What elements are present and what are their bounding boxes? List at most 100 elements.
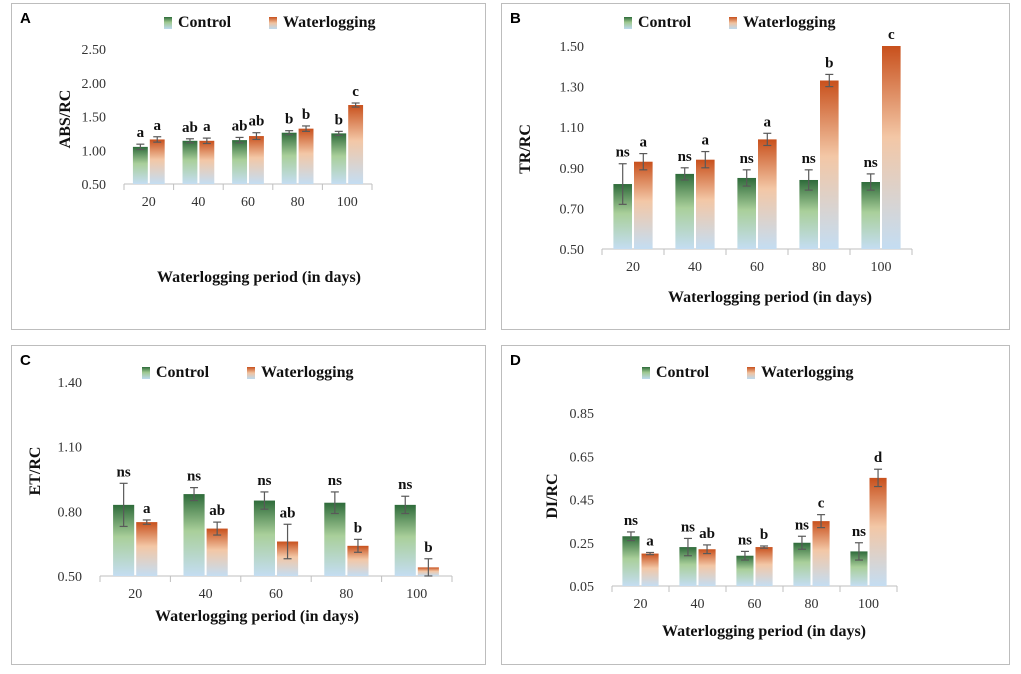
error-bar <box>302 125 311 132</box>
significance-letter: a <box>640 135 648 151</box>
significance-letter: d <box>874 450 883 466</box>
y-tick-label: 0.50 <box>560 243 585 258</box>
error-bar <box>283 523 292 560</box>
y-tick-label: 0.50 <box>82 178 107 193</box>
x-tick-label: 80 <box>339 587 353 602</box>
legend-swatch-control <box>624 17 632 29</box>
x-tick-label: 20 <box>128 587 142 602</box>
chart-b-svg: 0.500.700.901.101.301.5020nsa40nsa60nsa8… <box>517 27 913 306</box>
bar-waterlogging <box>696 159 715 249</box>
error-bar <box>760 545 769 549</box>
bar-waterlogging <box>199 140 215 184</box>
error-bar <box>763 132 772 147</box>
significance-letter: c <box>818 496 825 512</box>
significance-letter: a <box>153 118 161 134</box>
bar-control <box>132 146 148 184</box>
bar-waterlogging <box>298 128 314 184</box>
x-tick-label: 60 <box>748 597 762 612</box>
y-axis-title: ET/RC <box>27 447 44 496</box>
legend-swatch-waterlogging <box>729 17 738 29</box>
error-bar <box>740 550 749 561</box>
bar-waterlogging <box>820 80 839 249</box>
significance-letter: b <box>302 107 310 123</box>
legend-item-waterlogging: Waterlogging <box>747 364 853 382</box>
legend: Control Waterlogging <box>642 364 853 382</box>
bar-waterlogging <box>348 105 364 184</box>
error-bar <box>235 136 244 144</box>
error-bar <box>683 537 692 557</box>
bar-control <box>182 140 198 184</box>
bar-control <box>394 504 416 576</box>
bar-control <box>232 140 247 184</box>
bar-control <box>622 536 640 586</box>
significance-letter: ns <box>398 477 412 493</box>
error-bar <box>334 130 343 136</box>
significance-letter: ns <box>740 151 754 167</box>
significance-letter: b <box>335 112 343 128</box>
error-bar <box>424 558 433 577</box>
bar-waterlogging <box>869 477 887 586</box>
legend-label-waterlogging: Waterlogging <box>743 14 836 31</box>
legend-item-waterlogging: Waterlogging <box>269 14 375 32</box>
error-bar <box>190 487 199 502</box>
error-bar <box>817 514 826 529</box>
legend: Control Waterlogging <box>142 364 353 382</box>
legend-label-control: Control <box>656 364 710 381</box>
bar-control <box>113 504 135 576</box>
bar-control <box>793 542 811 586</box>
bar-control <box>675 173 694 249</box>
chart-panel-a: 0.50 1.00 1.50 2.00 2.50 20 a a 40 ab a 60 ab ab 80 b b 1… <box>11 3 486 330</box>
chart-panel-b: 0.50 0.70 0.90 1.10 1.30 1.50 20 ns a 40 ns a 60 ns a 8… <box>501 3 1010 330</box>
bar-control <box>183 494 205 576</box>
significance-letter: a <box>702 133 710 149</box>
y-tick-label: 1.10 <box>560 121 585 136</box>
bar-control <box>324 502 346 576</box>
error-bar <box>252 132 261 141</box>
bar-control <box>331 133 347 184</box>
bar-control <box>253 500 275 576</box>
error-bar <box>119 482 128 528</box>
legend-item-control: Control <box>142 364 209 382</box>
error-bar <box>646 551 655 556</box>
legend-swatch-waterlogging <box>247 367 256 379</box>
error-bar <box>618 163 627 205</box>
significance-letter: ab <box>182 120 198 136</box>
bar-waterlogging <box>249 136 264 184</box>
x-tick-label: 100 <box>337 195 358 210</box>
x-tick-label: 20 <box>626 260 640 275</box>
significance-letter: a <box>646 533 654 549</box>
chart-panel-d: 0.05 0.25 0.45 0.65 0.85 20 ns a 40 ns ab 60 ns b 80 ns… <box>501 345 1010 665</box>
y-axis-title: DI/RC <box>544 473 561 518</box>
bar-waterlogging <box>634 161 653 249</box>
error-bar <box>866 173 875 191</box>
chart-panel-c: 0.50 0.80 1.10 1.40 20 ns a 40 ns ab 60 ns ab 80 ns b 10… <box>11 345 486 665</box>
y-tick-label: 0.90 <box>560 162 585 177</box>
significance-letter: ab <box>209 503 225 519</box>
error-bar <box>330 491 339 515</box>
significance-letter: b <box>354 520 362 536</box>
significance-letter: a <box>143 501 151 517</box>
y-tick-label: 1.40 <box>58 376 83 391</box>
bar-waterlogging <box>347 545 369 576</box>
significance-letter: ns <box>681 519 695 535</box>
x-axis-title: Waterlogging period (in days) <box>668 289 872 306</box>
x-tick-label: 20 <box>142 195 156 210</box>
legend: Control Waterlogging <box>624 14 835 32</box>
legend-item-waterlogging: Waterlogging <box>247 364 353 382</box>
significance-letter: ns <box>328 473 342 489</box>
x-tick-label: 60 <box>269 587 283 602</box>
x-tick-label: 100 <box>871 260 892 275</box>
y-tick-label: 1.30 <box>560 81 585 96</box>
bar-control <box>613 184 632 249</box>
significance-letter: b <box>285 112 293 128</box>
y-tick-label: 0.65 <box>570 450 595 465</box>
panel-letter: C <box>20 352 31 369</box>
panel-letter: A <box>20 10 31 27</box>
significance-letter: ns <box>802 151 816 167</box>
significance-letter: ab <box>280 505 296 521</box>
significance-letter: a <box>764 114 772 130</box>
x-axis-title: Waterlogging period (in days) <box>155 608 359 625</box>
legend-swatch-control <box>164 17 172 29</box>
error-bar <box>136 143 145 151</box>
